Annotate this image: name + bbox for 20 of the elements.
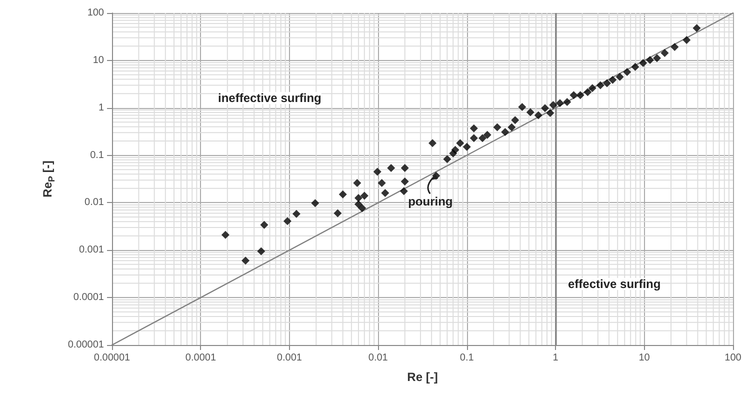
annotation: ineffective surfing — [218, 91, 322, 105]
x-tick-label: 0.0001 — [185, 352, 216, 364]
y-tick-label: 0.0001 — [73, 292, 104, 304]
y-tick-label: 0.001 — [78, 244, 104, 256]
y-axis-title: ReP [-] — [40, 160, 56, 198]
y-tick-label: 10 — [92, 54, 104, 66]
y-tick-label: 0.00001 — [68, 340, 104, 350]
x-tick-label: 1 — [552, 352, 559, 364]
y-tick-label: 0.1 — [90, 150, 104, 161]
x-axis-title: Re [-] — [407, 370, 438, 384]
y-tick-label: 0.01 — [84, 197, 104, 208]
annotation: effective surfing — [568, 277, 661, 291]
x-tick-label: 10 — [638, 352, 650, 364]
x-tick-label: 0.1 — [460, 352, 474, 364]
y-tick-label: 100 — [87, 8, 104, 18]
annotation: pouring — [408, 194, 453, 209]
y-tick-label: 1 — [98, 102, 104, 114]
x-tick-label: 100 — [724, 352, 742, 364]
x-tick-label: 0.01 — [368, 352, 388, 364]
x-tick-label: 0.001 — [276, 352, 302, 364]
